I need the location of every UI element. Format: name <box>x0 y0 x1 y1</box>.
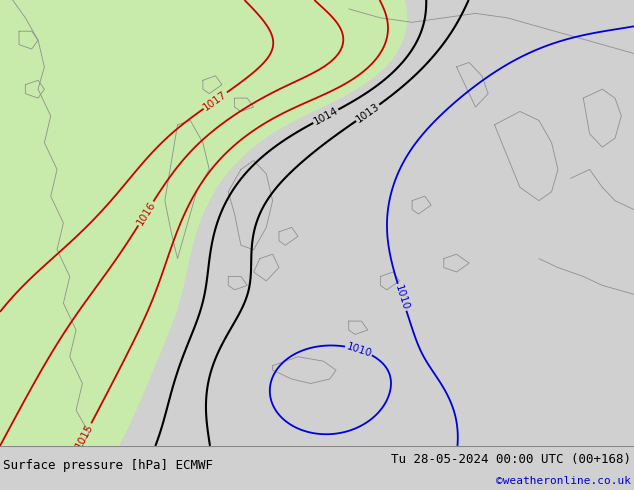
Text: ©weatheronline.co.uk: ©weatheronline.co.uk <box>496 476 631 486</box>
Text: 1016: 1016 <box>134 199 157 227</box>
Text: 1017: 1017 <box>202 89 229 112</box>
Text: 1014: 1014 <box>312 105 340 127</box>
Text: 1010: 1010 <box>345 341 373 359</box>
Text: Tu 28-05-2024 00:00 UTC (00+168): Tu 28-05-2024 00:00 UTC (00+168) <box>391 453 631 466</box>
Text: 1015: 1015 <box>74 422 95 450</box>
Text: 1013: 1013 <box>354 101 382 124</box>
Text: 1010: 1010 <box>393 283 411 311</box>
Text: Surface pressure [hPa] ECMWF: Surface pressure [hPa] ECMWF <box>3 459 213 472</box>
